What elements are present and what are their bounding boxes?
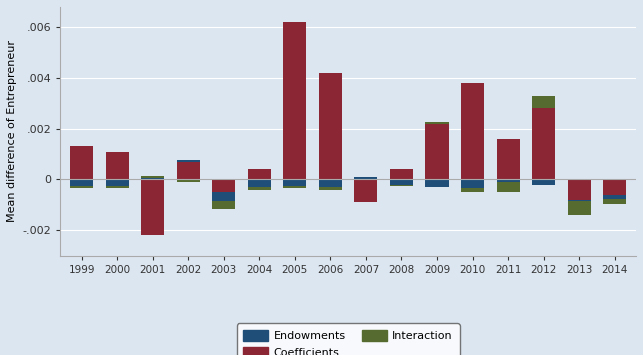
Bar	[390, 185, 413, 186]
Y-axis label: Mean difference of Entrepreneur: Mean difference of Entrepreneur	[7, 40, 17, 222]
Bar	[603, 195, 626, 198]
Bar	[70, 147, 93, 180]
Bar	[390, 180, 413, 185]
Bar	[461, 83, 484, 180]
Bar	[532, 96, 555, 108]
Bar	[105, 152, 129, 180]
Bar	[496, 180, 520, 182]
Bar	[284, 180, 307, 186]
Bar	[496, 182, 520, 192]
Bar	[568, 180, 591, 200]
Bar	[319, 187, 342, 190]
Bar	[70, 186, 93, 189]
Bar	[496, 139, 520, 180]
Bar	[354, 177, 377, 180]
Bar	[248, 180, 271, 187]
Bar	[390, 169, 413, 180]
Bar	[532, 108, 555, 180]
Bar	[461, 189, 484, 192]
Bar	[532, 180, 555, 185]
Bar	[284, 22, 307, 180]
Bar	[70, 180, 93, 186]
Bar	[141, 178, 164, 180]
Bar	[319, 73, 342, 180]
Bar	[141, 180, 164, 235]
Bar	[177, 160, 200, 162]
Bar	[603, 180, 626, 195]
Bar	[461, 180, 484, 189]
Legend: Endowments, Coefficients, Interaction: Endowments, Coefficients, Interaction	[237, 323, 460, 355]
Bar	[212, 180, 235, 192]
Bar	[426, 122, 449, 124]
Bar	[248, 187, 271, 190]
Bar	[284, 186, 307, 189]
Bar	[248, 169, 271, 180]
Bar	[212, 201, 235, 209]
Bar	[212, 192, 235, 201]
Bar	[603, 198, 626, 203]
Bar	[177, 162, 200, 180]
Bar	[426, 180, 449, 187]
Bar	[105, 180, 129, 186]
Bar	[568, 201, 591, 215]
Bar	[426, 124, 449, 180]
Bar	[354, 180, 377, 202]
Bar	[141, 176, 164, 178]
Bar	[319, 180, 342, 187]
Bar	[177, 180, 200, 182]
Bar	[105, 186, 129, 189]
Bar	[568, 200, 591, 201]
